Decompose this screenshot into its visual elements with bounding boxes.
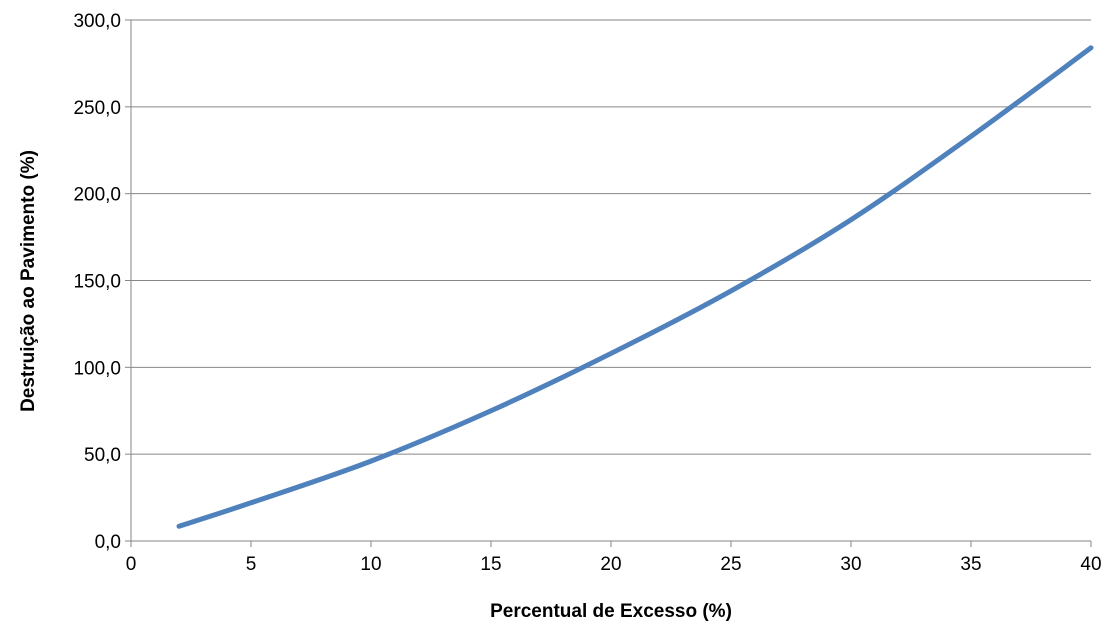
y-tick-label: 300,0 [73, 11, 121, 32]
x-tick-label: 5 [246, 554, 257, 575]
y-tick-label: 100,0 [73, 358, 121, 379]
x-tick-label: 10 [360, 554, 381, 575]
x-tick-label: 30 [840, 554, 861, 575]
y-tick-label: 0,0 [95, 532, 121, 553]
y-axis-title: Destruição ao Pavimento (%) [18, 150, 39, 412]
x-tick-label: 15 [480, 554, 501, 575]
y-tick-label: 250,0 [73, 98, 121, 119]
x-tick-label: 0 [126, 554, 137, 575]
x-tick-label: 35 [960, 554, 981, 575]
axes [125, 19, 1092, 547]
x-tick-label: 40 [1080, 554, 1101, 575]
x-tick-label: 25 [720, 554, 741, 575]
x-axis-title: Percentual de Excesso (%) [490, 601, 732, 622]
series [176, 45, 1094, 529]
y-tick-label: 150,0 [73, 272, 121, 293]
y-tick-label: 50,0 [84, 445, 121, 466]
x-tick-label: 20 [600, 554, 621, 575]
y-tick-label: 200,0 [73, 185, 121, 206]
grid-lines [131, 19, 1091, 455]
tick-labels: 0,0 50,0 100,0 150,0 200,0 250,0 300,0 0 5 10 15 20… [73, 11, 1101, 575]
series-line [176, 45, 1094, 529]
